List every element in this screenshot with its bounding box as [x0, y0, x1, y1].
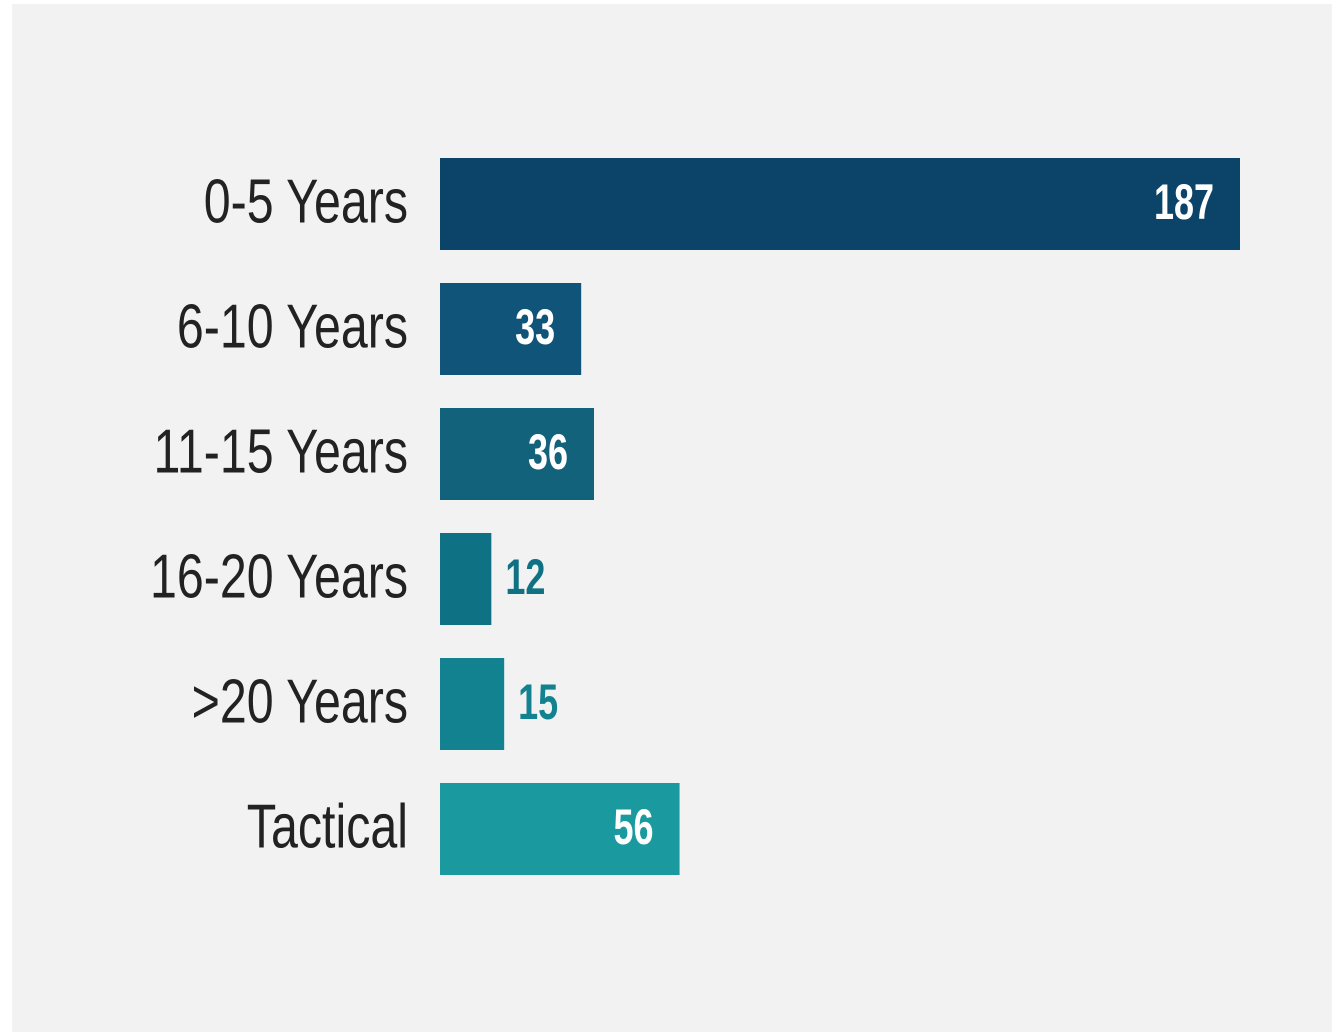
value-label: 187 — [1154, 176, 1214, 231]
category-label: 11-15 Years — [154, 417, 408, 486]
value-label: 12 — [505, 551, 545, 606]
value-label: 33 — [515, 301, 555, 356]
bar — [440, 533, 492, 625]
category-label: >20 Years — [192, 667, 408, 736]
value-label: 56 — [614, 801, 654, 856]
bar — [440, 658, 505, 750]
category-label: Tactical — [247, 792, 408, 861]
category-label: 0-5 Years — [204, 167, 408, 236]
category-label: 16-20 Years — [150, 542, 408, 611]
value-label: 15 — [518, 676, 558, 731]
bar — [440, 783, 680, 875]
bar — [440, 408, 595, 500]
category-label: 6-10 Years — [177, 292, 408, 361]
bar — [440, 158, 1240, 250]
bar — [440, 283, 582, 375]
value-label: 36 — [528, 426, 568, 481]
